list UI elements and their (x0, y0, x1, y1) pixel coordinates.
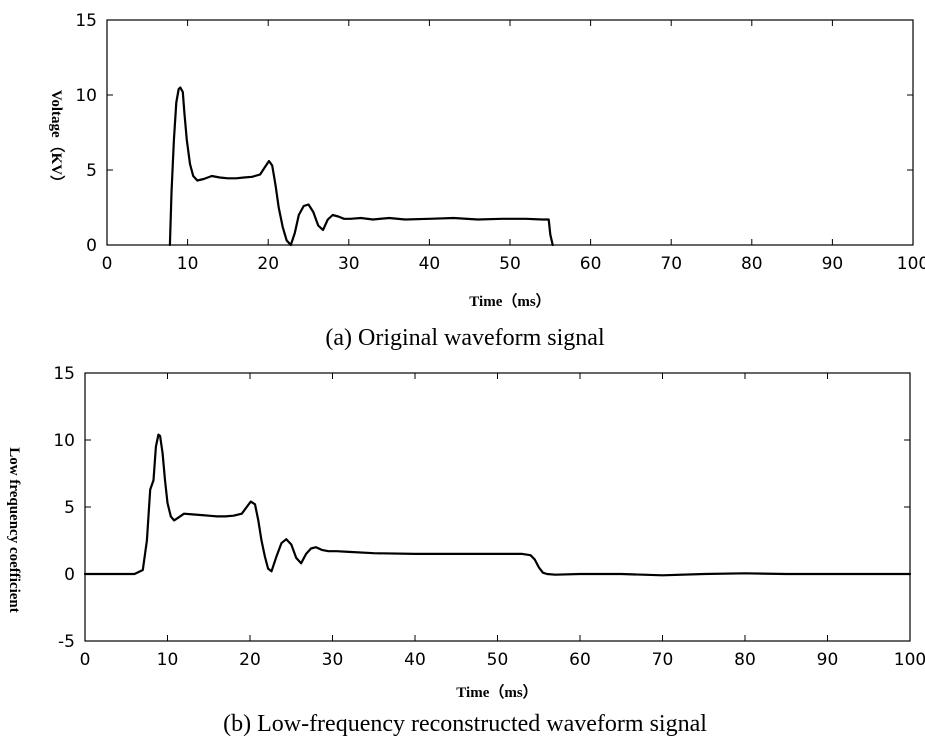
x-tick-label-a-9: 90 (822, 254, 844, 274)
x-tick-label-a-6: 60 (580, 254, 602, 274)
x-tick-label-a-10: 100 (897, 254, 925, 274)
panel-a: 0 10 20 30 40 50 60 70 80 90 100 0 5 10 15 Time（ms） Vo… (48, 11, 925, 351)
plot-area-a (106, 19, 914, 246)
x-tick-label-b-3: 30 (322, 650, 344, 670)
x-tick-label-b-5: 50 (487, 650, 509, 670)
x-tick-label-a-7: 70 (660, 254, 682, 274)
series-line-a (168, 86, 554, 247)
y-tick-label-a-1: 5 (86, 161, 97, 181)
y-tick-label-b-0: -5 (58, 632, 75, 652)
x-tick-label-b-1: 10 (157, 650, 179, 670)
x-tick-label-b-2: 20 (239, 650, 261, 670)
x-tick-label-b-7: 70 (652, 650, 674, 670)
y-tick-label-b-3: 10 (53, 431, 75, 451)
x-tick-label-b-6: 60 (569, 650, 591, 670)
y-tick-label-a-0: 0 (86, 236, 97, 256)
x-tick-label-a-1: 10 (177, 254, 199, 274)
series-line-b (83, 433, 912, 577)
x-tick-label-a-0: 0 (102, 254, 113, 274)
y-tick-label-a-2: 10 (75, 86, 97, 106)
y-tick-label-b-1: 0 (64, 565, 75, 585)
x-tick-label-b-10: 100 (894, 650, 925, 670)
y-tick-label-b-2: 5 (64, 498, 75, 518)
y-axis-label-a: Voltage（KV） (48, 90, 66, 190)
y-tick-label-b-4: 15 (53, 364, 75, 384)
x-tick-label-b-0: 0 (80, 650, 91, 670)
caption-b: (b) Low-frequency reconstructed waveform… (223, 711, 707, 737)
x-tick-label-b-8: 80 (734, 650, 756, 670)
x-tick-label-a-5: 50 (499, 254, 521, 274)
x-tick-label-a-2: 20 (257, 254, 279, 274)
plot-area-b (84, 372, 911, 642)
ticks-a: 0 10 20 30 40 50 60 70 80 90 100 0 5 10 15 (75, 11, 925, 274)
x-tick-label-a-4: 40 (419, 254, 441, 274)
x-tick-label-b-9: 90 (817, 650, 839, 670)
x-axis-label-a: Time（ms） (469, 292, 550, 310)
x-tick-label-b-4: 40 (404, 650, 426, 670)
x-tick-label-a-8: 80 (741, 254, 763, 274)
caption-a: (a) Original waveform signal (325, 325, 605, 351)
x-axis-label-b: Time（ms） (456, 683, 537, 701)
y-axis-label-b: Low frequency coefficient (6, 447, 22, 613)
x-tick-label-a-3: 30 (338, 254, 360, 274)
y-tick-label-a-3: 15 (75, 11, 97, 31)
